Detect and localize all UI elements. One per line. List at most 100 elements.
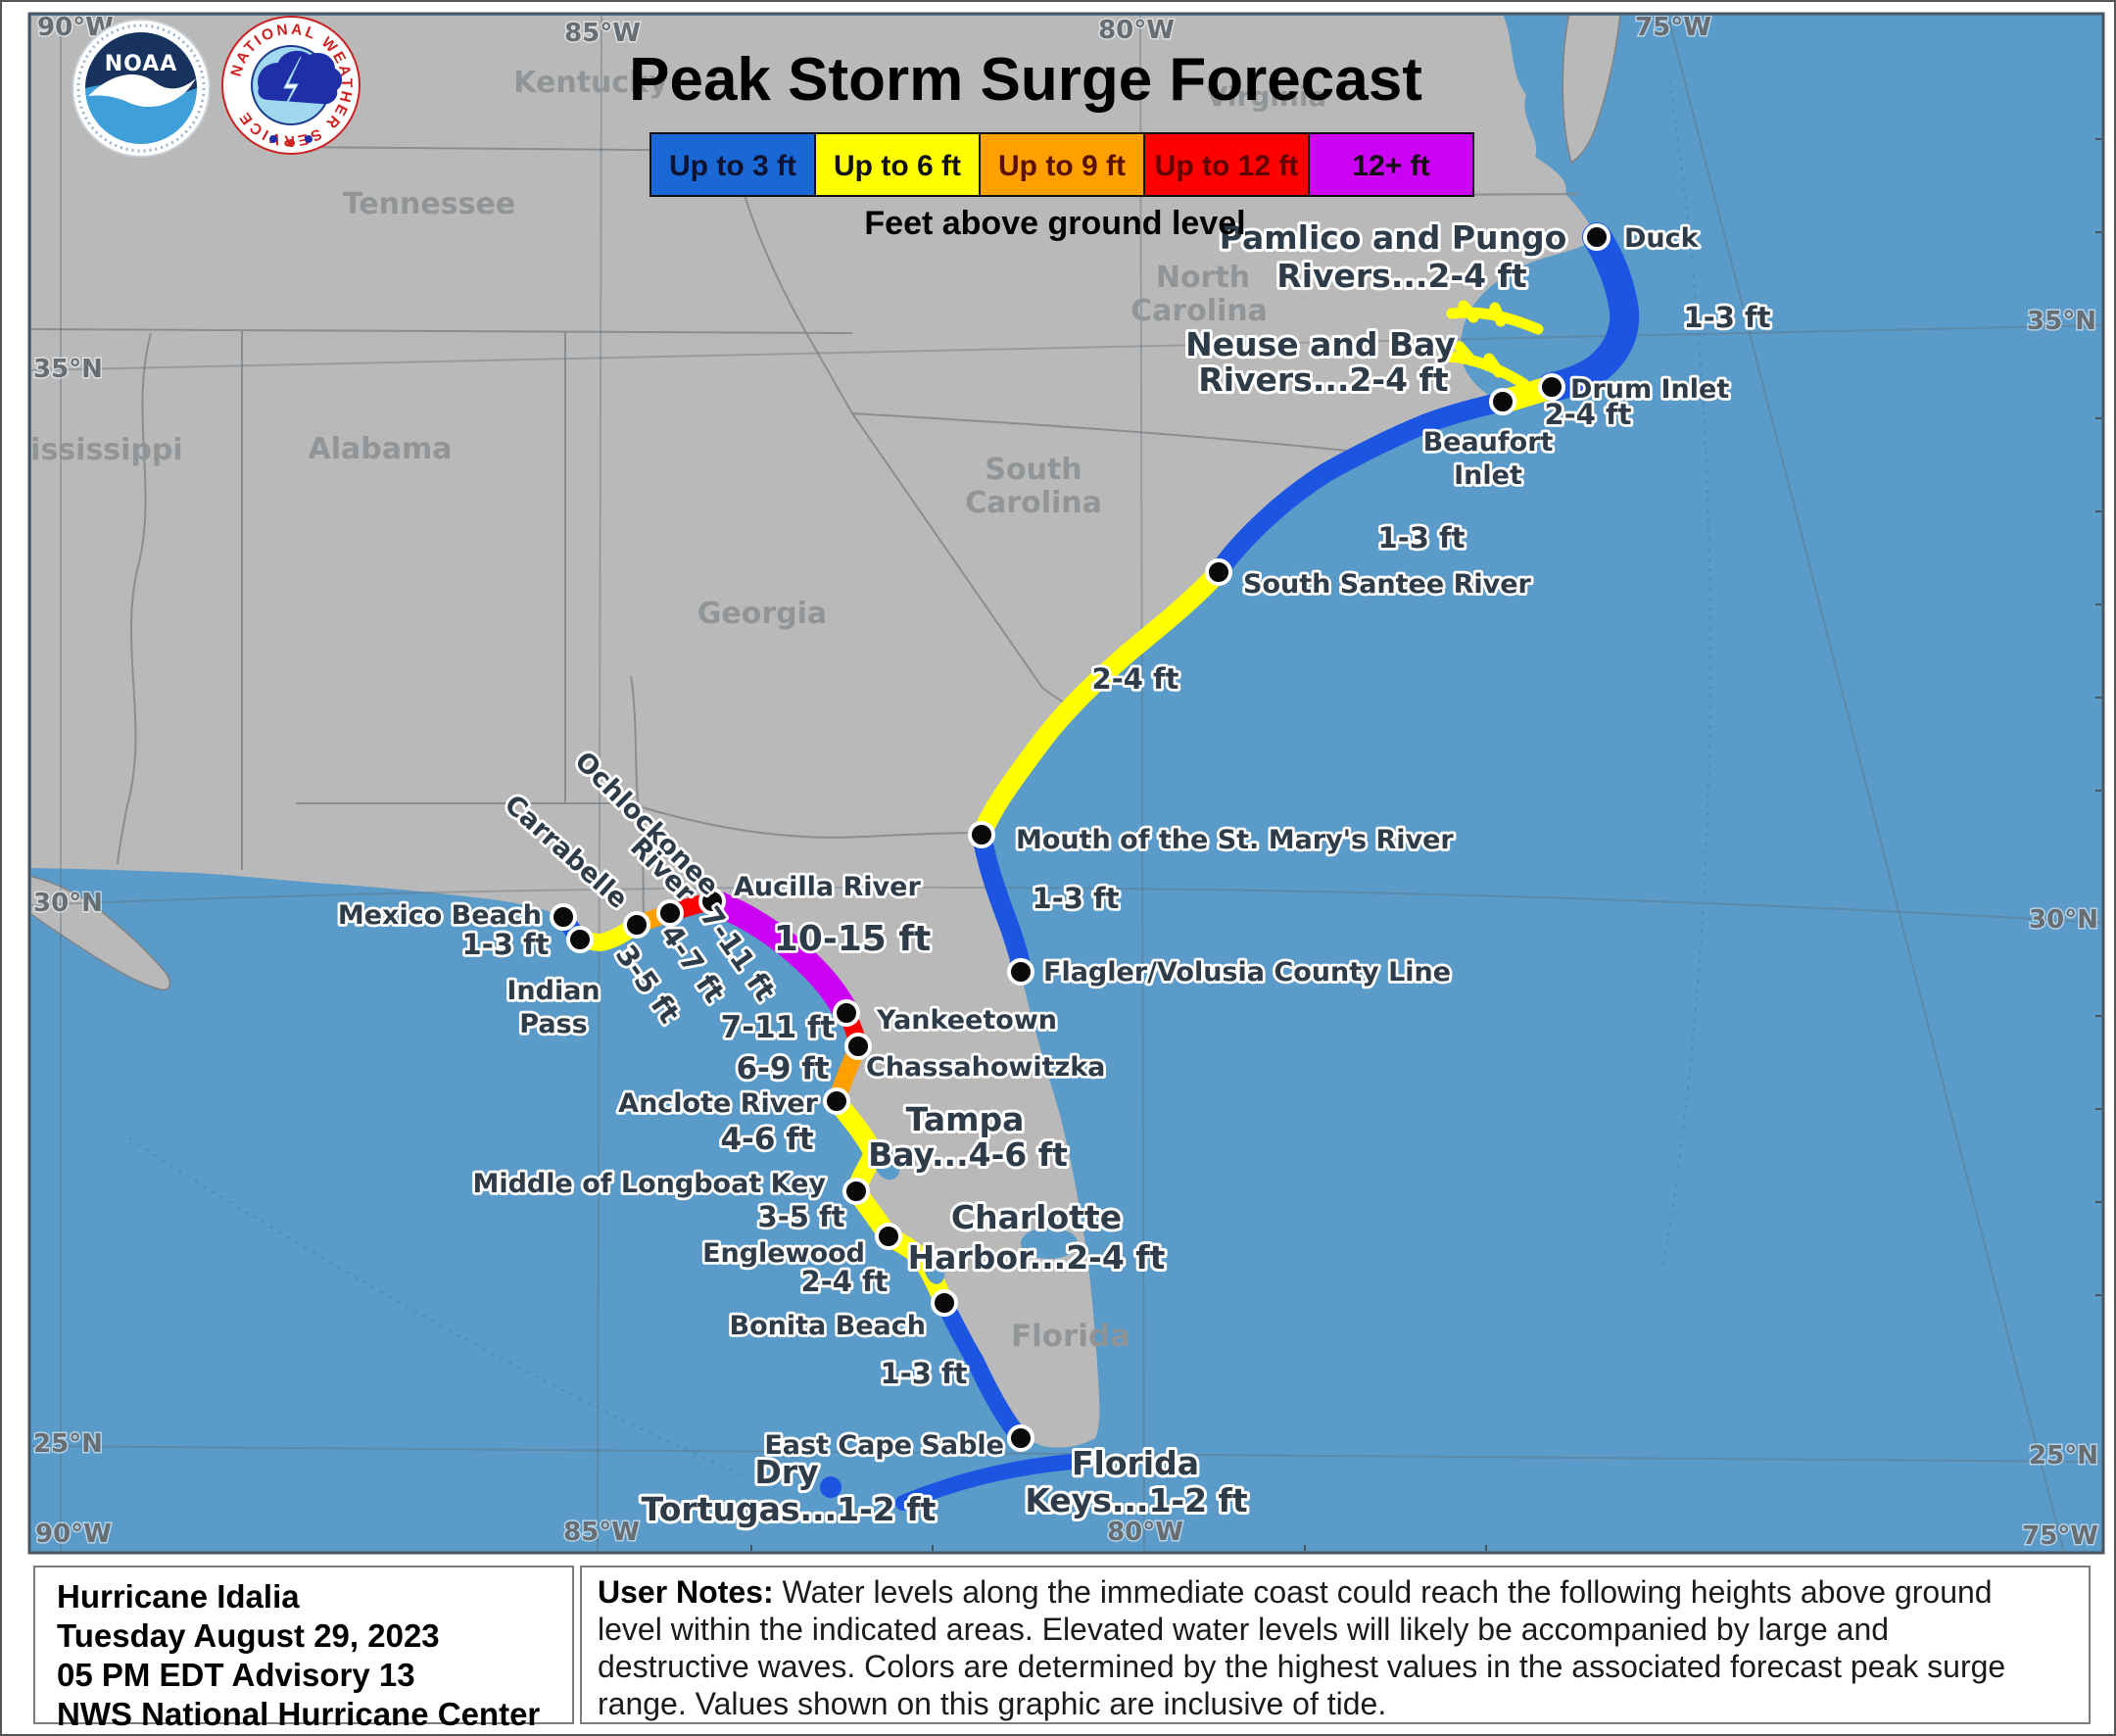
- label-north-carolina-2: Carolina: [1130, 294, 1268, 328]
- coord-bot-75w: 75°W: [2022, 1521, 2098, 1551]
- depth-contour-atlantic: [1662, 79, 1711, 1267]
- label-indian-pass-1: Indian: [506, 976, 600, 1006]
- label-virginia: Virginia: [1207, 80, 1327, 113]
- value-4-6ft: 4-6 ft: [720, 1122, 813, 1157]
- dot-beaufort-inlet: [1489, 388, 1516, 415]
- coord-right-30n: 30°N: [2029, 905, 2098, 935]
- band-neuse-river-2-4ft: [1438, 341, 1530, 390]
- value-10-15ft: 10-15 ft: [774, 919, 932, 959]
- label-mexico-beach: Mexico Beach: [338, 900, 542, 931]
- label-south-santee: South Santee River: [1243, 569, 1532, 600]
- noaa-logo-text: NOAA: [105, 52, 178, 76]
- storm-name: Hurricane Idalia: [57, 1578, 300, 1615]
- dot-south-santee: [1205, 558, 1232, 586]
- dot-flagler: [1007, 958, 1034, 986]
- band-dry-tortugas-1-2ft: [820, 1476, 842, 1498]
- label-tampa-1: Tampa: [906, 1100, 1025, 1138]
- label-yankeetown: Yankeetown: [876, 1005, 1057, 1036]
- dot-st-marys: [968, 821, 995, 848]
- coord-bot-90w: 90°W: [35, 1519, 112, 1549]
- label-south-carolina-2: Carolina: [965, 486, 1102, 520]
- nws-logo: NATIONAL WEATHER SERVICE: [221, 16, 361, 155]
- user-notes-line-2: level within the indicated areas. Elevat…: [598, 1612, 1890, 1647]
- label-east-cape-sable: East Cape Sable: [764, 1430, 1004, 1461]
- label-anclote-river: Anclote River: [618, 1088, 819, 1119]
- coord-bot-85w: 85°W: [563, 1518, 640, 1547]
- land-mainland: [31, 16, 1597, 1448]
- label-drum-inlet: Drum Inlet: [1570, 374, 1729, 405]
- coord-top-80w: 80°W: [1098, 16, 1175, 45]
- coord-left-25n: 25°N: [33, 1429, 103, 1459]
- band-florida-keys-1-2ft: [895, 1454, 1080, 1511]
- value-2-4ft-georgia: 2-4 ft: [1092, 662, 1179, 696]
- depth-contour-gulf: [128, 1137, 747, 1477]
- coord-top-75w: 75°W: [1635, 13, 1711, 42]
- legend-label-12plus-ft: 12+ ft: [1352, 150, 1429, 182]
- dot-ochlockonee: [656, 899, 684, 927]
- label-keys-1: Florida: [1072, 1444, 1199, 1482]
- noaa-logo: NOAA: [72, 19, 211, 158]
- legend-label-up-to-9ft: Up to 9 ft: [998, 150, 1126, 182]
- band-georgia-2-4ft: [972, 562, 1228, 844]
- coord-right-35n: 35°N: [2027, 307, 2096, 336]
- dot-englewood: [875, 1223, 902, 1250]
- dot-bonita-beach: [931, 1289, 958, 1317]
- label-indian-pass-2: Pass: [519, 1009, 587, 1039]
- label-charlotte-2: Harbor...2-4 ft: [908, 1238, 1166, 1277]
- band-carolinas-1-3ft: [1209, 392, 1513, 582]
- user-notes-text-1: Water levels along the immediate coast c…: [773, 1574, 1993, 1610]
- label-charlotte-1: Charlotte: [951, 1198, 1122, 1236]
- legend-swatch-12plus-ft: [1308, 132, 1474, 197]
- coordinate-labels: 90°W 85°W 80°W 75°W 90°W 85°W 80°W 75°W …: [32, 13, 2100, 1551]
- band-southwest-florida-1-3ft: [936, 1294, 1030, 1447]
- label-aucilla-river: Aucilla River: [734, 872, 921, 902]
- label-dry-tortugas-2: Tortugas...1-2 ft: [642, 1490, 937, 1528]
- legend-label-up-to-12ft: Up to 12 ft: [1155, 150, 1299, 182]
- value-1-3ft-fl-east: 1-3 ft: [1033, 882, 1120, 915]
- value-7-11ft: 7-11 ft: [721, 1010, 836, 1045]
- dot-carrabelle: [623, 911, 650, 939]
- dot-aucilla-river: [698, 888, 726, 915]
- user-notes-line-3: destructive waves. Colors are determined…: [598, 1649, 2006, 1684]
- land-delmarva: [1562, 16, 1621, 165]
- coord-bot-80w: 80°W: [1107, 1518, 1183, 1547]
- label-pamlico-2: Rivers...2-4 ft: [1276, 257, 1527, 295]
- label-neuse-1: Neuse and Bay: [1185, 325, 1456, 363]
- value-1-3ft-swfl: 1-3 ft: [881, 1357, 968, 1390]
- user-notes-line-4: range. Values shown on this graphic are …: [598, 1686, 1387, 1721]
- label-south-carolina-1: South: [985, 453, 1082, 487]
- state-labels: Kentucky Tennessee Virginia North Caroli…: [2, 66, 1327, 1354]
- tampa-bay-water: [873, 1143, 900, 1181]
- edge-ticks: [750, 138, 2101, 1551]
- coord-right-25n: 25°N: [2029, 1441, 2098, 1471]
- legend-swatch-up-to-3ft: [649, 132, 816, 197]
- label-mississippi: Mississippi: [2, 433, 183, 467]
- land-mississippi-delta: [31, 875, 171, 991]
- advisory-date: Tuesday August 29, 2023: [57, 1617, 440, 1654]
- lake-okeechobee: [1021, 1228, 1078, 1259]
- band-outer-banks-1-3ft: [1537, 222, 1640, 402]
- legend-subtitle: Feet above ground level: [864, 205, 1245, 242]
- advisory-number: 05 PM EDT Advisory 13: [57, 1657, 415, 1693]
- place-labels: Mexico Beach Indian Pass Carrabelle Ochl…: [335, 220, 1732, 1464]
- label-dry-tortugas-1: Dry: [754, 1453, 818, 1491]
- value-1-3ft-carolinas: 1-3 ft: [1378, 521, 1466, 555]
- region-labels: Pamlico and Pungo Rivers...2-4 ft Neuse …: [639, 216, 1570, 1531]
- band-pamlico-river-2-4ft: [1446, 300, 1544, 335]
- dot-mexico-beach: [550, 903, 577, 931]
- page-title: Peak Storm Surge Forecast: [629, 46, 1422, 114]
- value-2-4ft-drum: 2-4 ft: [1545, 398, 1632, 431]
- value-6-9ft: 6-9 ft: [736, 1051, 829, 1086]
- coord-top-85w: 85°W: [564, 19, 641, 48]
- label-neuse-2: Rivers...2-4 ft: [1198, 361, 1449, 399]
- label-bonita-beach: Bonita Beach: [730, 1311, 926, 1341]
- label-chassahowitzka: Chassahowitzka: [866, 1052, 1105, 1083]
- value-1-3ft-banks: 1-3 ft: [1684, 301, 1771, 334]
- map-canvas: Kentucky Tennessee Virginia North Caroli…: [2, 12, 2105, 1555]
- user-notes-box: User Notes: Water levels along the immed…: [580, 1566, 2091, 1724]
- dot-indian-pass: [566, 926, 594, 953]
- label-florida: Florida: [1011, 1319, 1130, 1354]
- surge-legend: Up to 3 ft Up to 6 ft Up to 9 ft Up to 1…: [649, 132, 1474, 197]
- label-north-carolina-1: North: [1156, 261, 1250, 295]
